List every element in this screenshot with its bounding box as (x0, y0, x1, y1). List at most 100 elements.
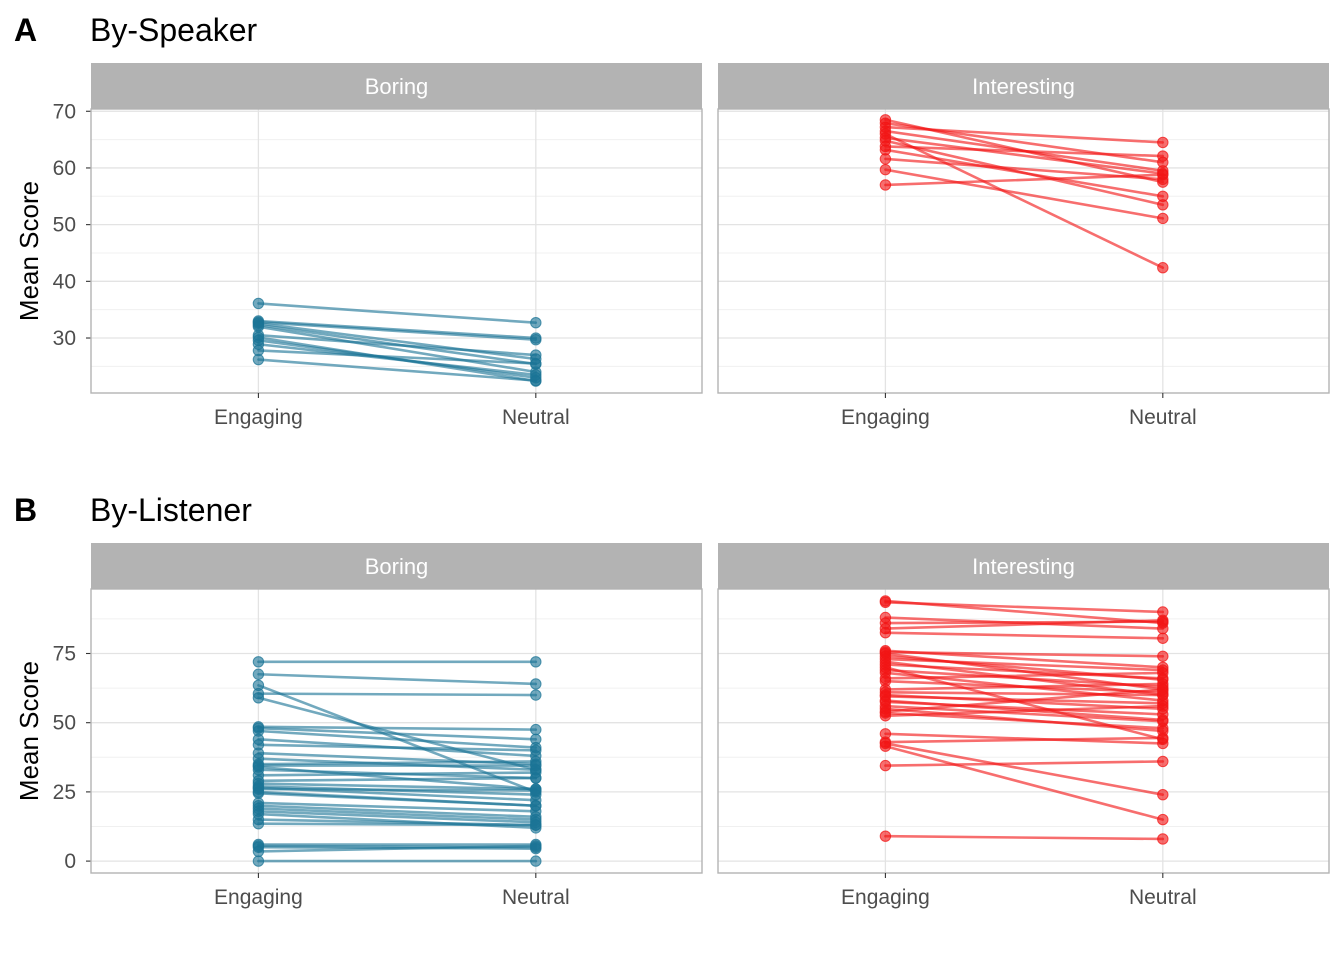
slope-line (884, 742, 1165, 796)
facet-interesting: Interesting Engaging Neutral (717, 63, 1330, 429)
slope-line (257, 692, 538, 697)
facet-strip-label: Boring (365, 74, 429, 99)
slope-line (257, 333, 538, 357)
data-point (1157, 813, 1169, 826)
data-point (879, 740, 892, 752)
y-axis-label: Mean Score (14, 661, 44, 801)
facet-strip (91, 63, 702, 109)
data-point (1157, 150, 1169, 162)
slope-line (257, 342, 538, 377)
data-point (1157, 190, 1169, 202)
x-tick-label: Neutral (502, 886, 570, 909)
data-point (1157, 136, 1169, 149)
panel-border (90, 588, 703, 874)
slope-line (257, 782, 538, 791)
slope-line (884, 711, 1165, 730)
slope-line (884, 732, 1165, 745)
data-point (1157, 262, 1169, 274)
slope-line (884, 631, 1165, 640)
data-point (530, 656, 542, 668)
data-point (1157, 632, 1169, 644)
facet-boring: Boring Engaging Neutral (90, 543, 703, 909)
data-point (879, 153, 892, 165)
slope-line (884, 663, 1165, 680)
slope-line (884, 700, 1165, 716)
panel-row-A: A By-Speaker Mean Score 30 40 50 60 70 Boring Eng… (14, 12, 1330, 429)
data-point (1157, 169, 1169, 181)
data-point (530, 772, 542, 784)
y-tick-label: 60 (53, 157, 76, 180)
data-point (252, 353, 265, 366)
facet-strip-label: Interesting (972, 554, 1075, 579)
data-point (1157, 212, 1169, 225)
data-point (530, 840, 542, 852)
panel-border (717, 588, 1330, 874)
slope-line (257, 321, 538, 361)
facet-strip (718, 63, 1329, 109)
slope-line (884, 744, 1165, 821)
data-point (252, 787, 265, 799)
data-point (252, 692, 265, 704)
slope-line (884, 671, 1165, 680)
slope-line (257, 325, 538, 374)
data-point (1157, 722, 1169, 734)
facet-series (879, 114, 1169, 274)
facet-strip-label: Boring (365, 554, 429, 579)
data-point (252, 297, 265, 310)
panel-tag: A (14, 12, 37, 48)
data-point (530, 855, 542, 867)
facet-series (252, 656, 542, 867)
slope-line (257, 320, 538, 342)
data-point (530, 723, 542, 736)
facet-series (879, 595, 1169, 845)
slope-line (884, 682, 1165, 691)
data-point (530, 374, 542, 387)
facet-interesting: Interesting Engaging Neutral (717, 543, 1330, 909)
data-point (1157, 833, 1169, 845)
data-point (1157, 667, 1169, 679)
y-tick-label: 50 (53, 712, 76, 735)
slope-line (884, 618, 1165, 630)
slope-line (884, 657, 1165, 672)
slope-line (884, 136, 1165, 175)
data-point (879, 627, 892, 639)
data-point (1157, 700, 1169, 712)
x-tick-label: Engaging (214, 886, 303, 909)
data-point (879, 163, 892, 176)
slope-line (884, 690, 1165, 697)
data-point (530, 357, 542, 370)
slope-line (884, 834, 1165, 841)
slope-line (884, 132, 1165, 270)
panel-border (90, 108, 703, 394)
slope-line (884, 688, 1165, 713)
slope-line (257, 776, 538, 783)
data-point (879, 596, 892, 608)
data-point (530, 744, 542, 757)
facet-strip (718, 543, 1329, 589)
y-tick-label: 50 (53, 214, 76, 237)
slope-line (884, 760, 1165, 767)
slope-line (257, 302, 538, 325)
data-point (1157, 614, 1169, 626)
y-tick-label: 75 (53, 642, 76, 665)
x-tick-label: Neutral (502, 406, 570, 429)
data-point (530, 784, 542, 797)
y-tick-label: 0 (64, 850, 76, 873)
data-point (879, 710, 892, 722)
y-tick-label: 40 (53, 270, 76, 293)
panel-border (717, 108, 1330, 394)
data-point (1157, 732, 1169, 744)
slope-line (257, 801, 538, 813)
slope-line (257, 844, 538, 853)
slope-line (257, 787, 538, 792)
slope-line (884, 173, 1165, 187)
slope-line (884, 736, 1165, 744)
slope-line (257, 771, 538, 777)
facet-boring: Boring Engaging Neutral (90, 63, 703, 429)
slope-line (257, 757, 538, 772)
slope-line (257, 743, 538, 752)
data-point (252, 668, 265, 680)
data-point (252, 845, 265, 858)
data-point (1157, 650, 1169, 662)
